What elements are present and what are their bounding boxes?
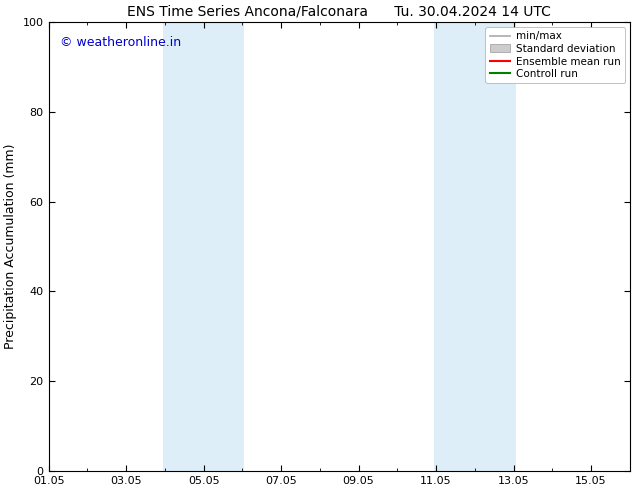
Bar bbox=[434, 22, 515, 471]
Legend: min/max, Standard deviation, Ensemble mean run, Controll run: min/max, Standard deviation, Ensemble me… bbox=[486, 27, 624, 83]
Bar bbox=[163, 22, 244, 471]
Text: © weatheronline.in: © weatheronline.in bbox=[60, 36, 181, 49]
Title: ENS Time Series Ancona/Falconara      Tu. 30.04.2024 14 UTC: ENS Time Series Ancona/Falconara Tu. 30.… bbox=[127, 4, 551, 18]
Y-axis label: Precipitation Accumulation (mm): Precipitation Accumulation (mm) bbox=[4, 144, 17, 349]
